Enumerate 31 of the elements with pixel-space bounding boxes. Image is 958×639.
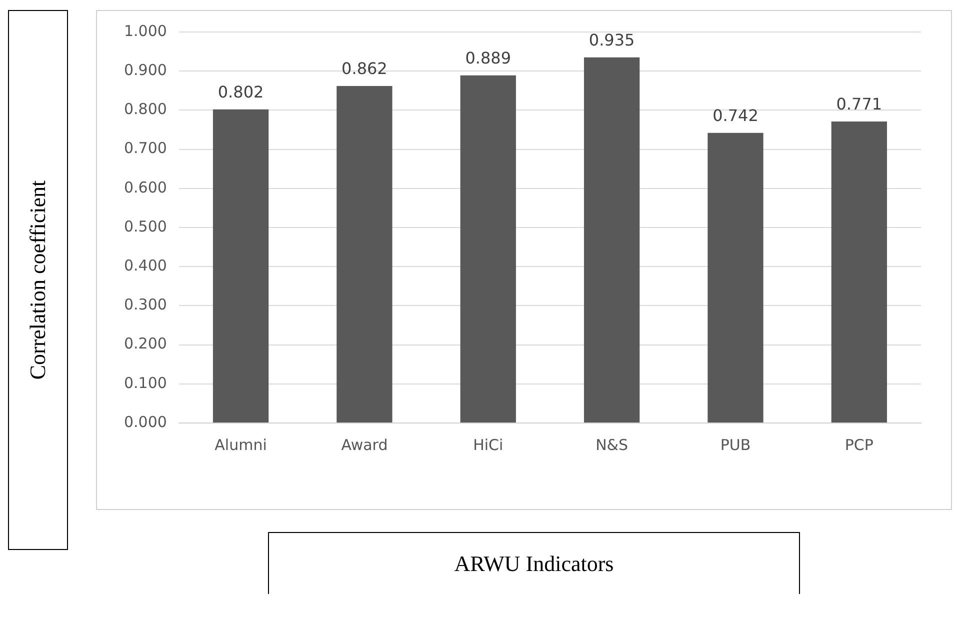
x-tick-label: N&S: [596, 436, 628, 454]
y-axis-title: Correlation coefficient: [25, 180, 51, 380]
y-tick-label: 0.800: [124, 100, 167, 118]
y-tick-label: 0.700: [124, 139, 167, 158]
bar: [708, 132, 764, 422]
x-tick-label: PUB: [720, 436, 751, 454]
bar: [584, 57, 640, 422]
data-label: 0.771: [836, 94, 882, 114]
y-tick-label: 0.000: [124, 412, 167, 431]
x-tick-label: PCP: [844, 436, 874, 454]
y-tick-label: 0.100: [124, 374, 167, 392]
data-label: 0.935: [588, 30, 635, 50]
y-tick-label: 0.300: [124, 296, 167, 314]
x-axis-title: ARWU Indicators: [268, 532, 800, 594]
bar: [831, 122, 887, 422]
bar: [212, 109, 269, 422]
y-tick-label: 0.200: [124, 334, 167, 353]
data-label: 0.802: [218, 82, 264, 102]
y-tick-label: 0.900: [124, 60, 167, 79]
x-tick-label: Award: [341, 436, 388, 454]
y-tick-label: 0.500: [124, 217, 167, 236]
data-label: 0.742: [712, 106, 758, 126]
y-tick-label: 0.400: [124, 256, 167, 274]
y-tick-label: 0.600: [124, 178, 167, 196]
bar: [336, 86, 392, 422]
y-tick-label: 1.000: [124, 22, 167, 40]
data-label: 0.889: [465, 48, 512, 68]
bar: [460, 75, 516, 422]
x-tick-label: HiCi: [473, 436, 504, 454]
x-tick-label: Alumni: [214, 436, 267, 454]
data-label: 0.862: [342, 59, 388, 78]
